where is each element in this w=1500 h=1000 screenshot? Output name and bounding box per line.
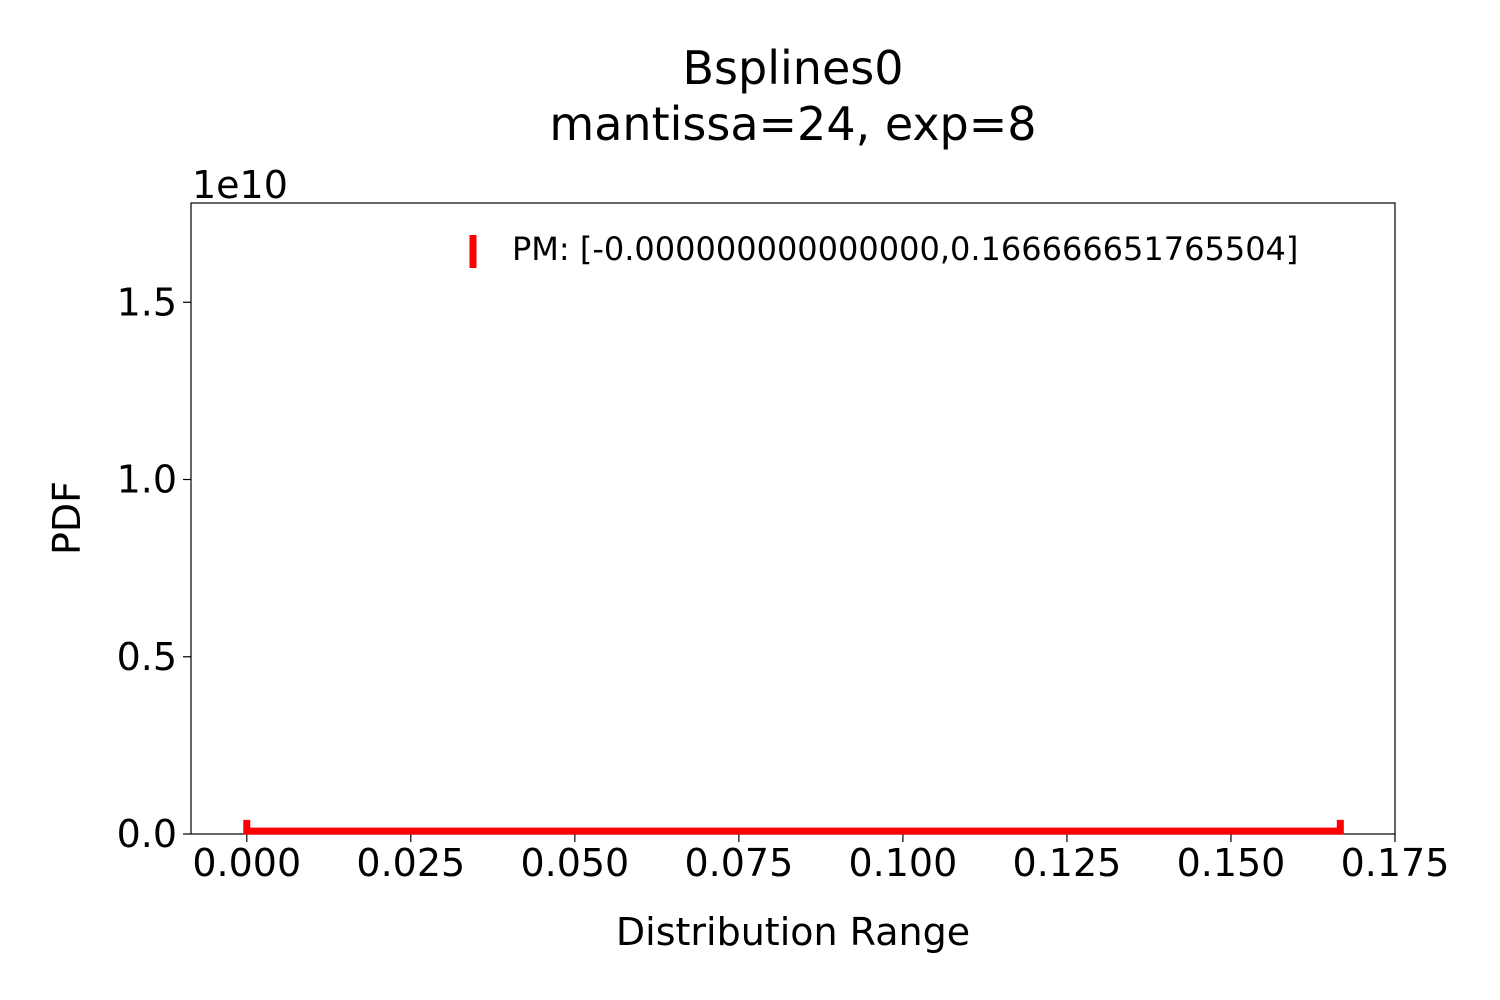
- x-tick-label: 0.100: [849, 841, 958, 885]
- y-tick-label: 0.0: [117, 812, 177, 856]
- y-axis: 0.0 0.5 1.0 1.5: [117, 280, 191, 856]
- x-axis-label: Distribution Range: [616, 910, 970, 954]
- y-tick-label: 1.0: [117, 458, 177, 502]
- x-tick-label: 0.075: [684, 841, 793, 885]
- y-axis-label: PDF: [45, 481, 89, 555]
- x-tick-label: 0.050: [520, 841, 629, 885]
- x-tick-label: 0.000: [192, 841, 301, 885]
- series-line: [243, 819, 1344, 835]
- y-tick-label: 0.5: [117, 635, 177, 679]
- y-offset-label: 1e10: [192, 163, 288, 207]
- legend-label: PM: [-0.000000000000000,0.16666665176550…: [512, 230, 1298, 268]
- series-layer: [243, 819, 1344, 835]
- chart-subtitle: mantissa=24, exp=8: [549, 97, 1036, 151]
- x-tick-label: 0.150: [1177, 841, 1286, 885]
- x-tick-label: 0.025: [356, 841, 465, 885]
- legend: PM: [-0.000000000000000,0.16666665176550…: [469, 230, 1298, 268]
- x-tick-label: 0.125: [1013, 841, 1122, 885]
- x-axis: 0.000 0.025 0.050 0.075 0.100 0.125 0.150 0.175: [192, 834, 1449, 885]
- plot-area: [190, 202, 1396, 835]
- x-tick-label: 0.175: [1341, 841, 1450, 885]
- chart-title: Bsplines0: [683, 41, 904, 95]
- y-tick-label: 1.5: [117, 280, 177, 324]
